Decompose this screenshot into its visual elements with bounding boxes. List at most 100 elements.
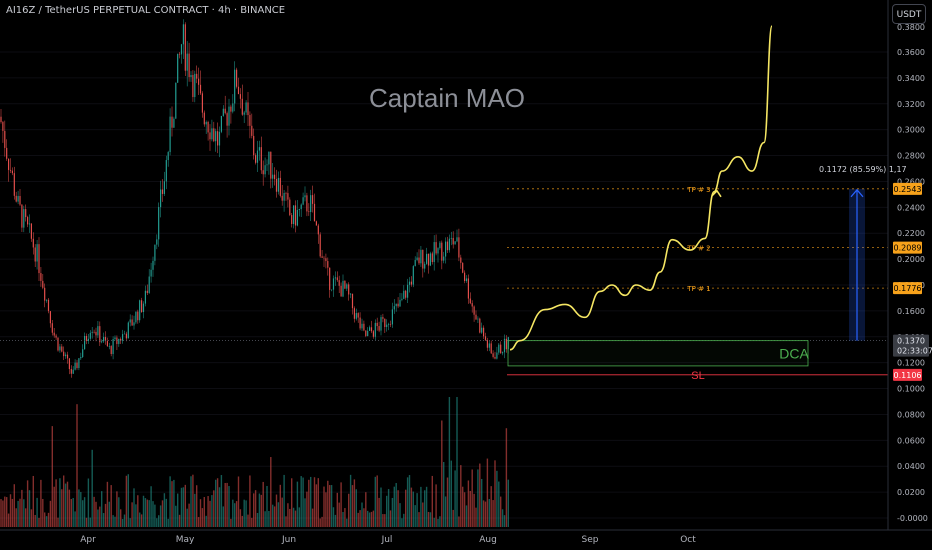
candle-body	[186, 53, 188, 71]
volume-bar	[146, 499, 148, 527]
volume-bar	[68, 489, 71, 527]
volume-bar	[313, 477, 316, 527]
volume-bar	[142, 495, 145, 527]
candle-body	[158, 207, 160, 240]
tp2-price-tag-bg	[893, 241, 922, 254]
volume-bar	[42, 498, 44, 527]
candle-body	[344, 280, 346, 289]
projection-arrow	[711, 189, 722, 198]
sl-price-tag: 0.1106	[894, 371, 922, 380]
candle-body	[32, 238, 34, 248]
level-lines: DCA TP # 3 TP # 2 TP # 1 SL	[0, 186, 888, 382]
candle-body	[410, 281, 412, 285]
candle-body	[380, 317, 382, 331]
volume-bar	[399, 503, 401, 527]
candle-body	[260, 147, 262, 171]
candle-body	[488, 343, 490, 348]
candle-body	[332, 278, 335, 290]
volume-bar	[279, 484, 281, 527]
volume-bar	[222, 506, 224, 527]
volume-bar	[34, 514, 36, 527]
volume-bar	[376, 475, 378, 527]
volume-bar	[63, 475, 65, 527]
volume-bar	[64, 483, 67, 527]
volume-bar	[317, 478, 319, 527]
volume-bar	[368, 512, 371, 527]
volume-bar	[234, 503, 236, 527]
volume-bar	[177, 493, 179, 527]
price-tick-label: 0.1000	[897, 385, 925, 394]
candle-body	[363, 323, 365, 331]
volume-bar	[167, 518, 169, 527]
volume-bar	[315, 484, 318, 527]
volume-bar	[264, 511, 266, 527]
volume-bar	[4, 496, 6, 527]
candle-body	[2, 122, 4, 131]
candle-body	[184, 24, 186, 71]
candle-body	[179, 53, 181, 55]
volume-bar	[192, 474, 194, 527]
candle-body	[351, 293, 354, 309]
volume-bar	[386, 495, 388, 527]
candle-body	[484, 336, 487, 341]
candle-body	[211, 128, 213, 140]
price-axis[interactable]: 0.3600 0.3400 0.3200 0.3000 0.2800 0.2600 0.24…	[887, 0, 928, 530]
candle-body	[34, 247, 36, 262]
candle-body	[256, 150, 259, 163]
currency-button[interactable]: USDT	[892, 4, 926, 24]
candle-body	[433, 242, 435, 262]
candle-body	[173, 118, 175, 128]
volume-bar	[80, 492, 82, 527]
volume-bar	[144, 498, 147, 527]
measure-tool[interactable]: 0.1172 (85.59%) 1,17	[819, 165, 907, 341]
volume-bar	[289, 508, 291, 527]
candle-body	[51, 323, 53, 333]
volume-bar	[182, 487, 185, 527]
volume-bar	[211, 495, 213, 527]
sl-price-tag-bg	[893, 368, 922, 381]
volume-bar	[159, 505, 162, 527]
candle-body	[59, 346, 61, 351]
candle-body	[274, 174, 276, 179]
volume-bar	[148, 500, 150, 527]
volume-bar	[215, 479, 217, 527]
candle-body	[452, 237, 454, 245]
volume-bar	[104, 503, 107, 527]
volume-bar	[230, 518, 232, 527]
price-tick-label: 0.0200	[897, 488, 925, 497]
candle-body	[27, 217, 29, 225]
candle-body	[63, 351, 65, 357]
price-tick-label: 0.2000	[897, 255, 925, 264]
volume-bar	[178, 514, 181, 527]
time-axis[interactable]: Apr May Jun Jul Aug Sep Oct	[0, 529, 932, 545]
candle-body	[66, 354, 69, 359]
volume-bar	[213, 490, 215, 527]
candle-body	[163, 181, 165, 194]
volume-bar	[268, 511, 270, 527]
volume-bar	[11, 498, 14, 527]
volume-bar	[9, 494, 12, 527]
watermark: Captain MAO	[369, 83, 525, 113]
candle-body	[304, 195, 306, 198]
volume-bar	[273, 506, 276, 527]
candle-body	[298, 209, 300, 210]
volume-bar	[135, 504, 137, 527]
volume-bar	[323, 486, 325, 527]
candle-body	[247, 102, 249, 116]
dca-zone	[507, 340, 809, 367]
candle-body	[376, 322, 378, 327]
candle-body	[53, 332, 55, 336]
candlesticks	[0, 19, 509, 378]
volume-bar	[292, 507, 295, 527]
volume-bar	[462, 486, 464, 527]
volume-bar	[251, 517, 253, 527]
candle-body	[361, 323, 363, 329]
volume-bar	[374, 476, 376, 527]
candle-body	[232, 103, 234, 112]
candle-body	[407, 284, 409, 298]
candle-body	[317, 225, 319, 235]
volume-bar	[108, 501, 110, 527]
candle-body	[340, 285, 342, 297]
volume-bar	[152, 501, 154, 527]
